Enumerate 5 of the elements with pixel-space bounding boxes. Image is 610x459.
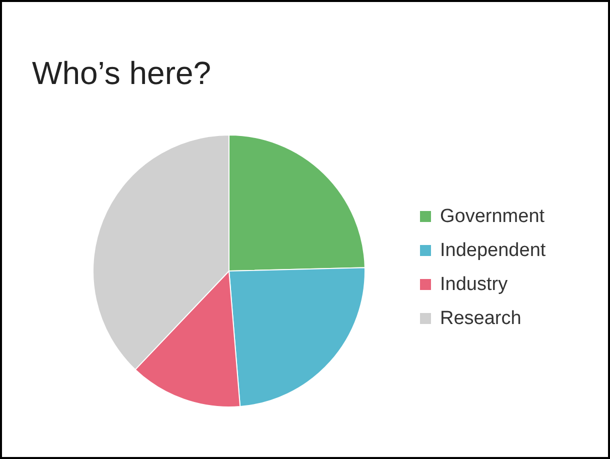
chart-title: Who’s here?	[32, 55, 212, 91]
legend-label: Government	[440, 206, 546, 227]
legend-label: Industry	[440, 274, 508, 295]
legend-label: Independent	[440, 240, 546, 261]
legend-label: Research	[440, 308, 522, 329]
